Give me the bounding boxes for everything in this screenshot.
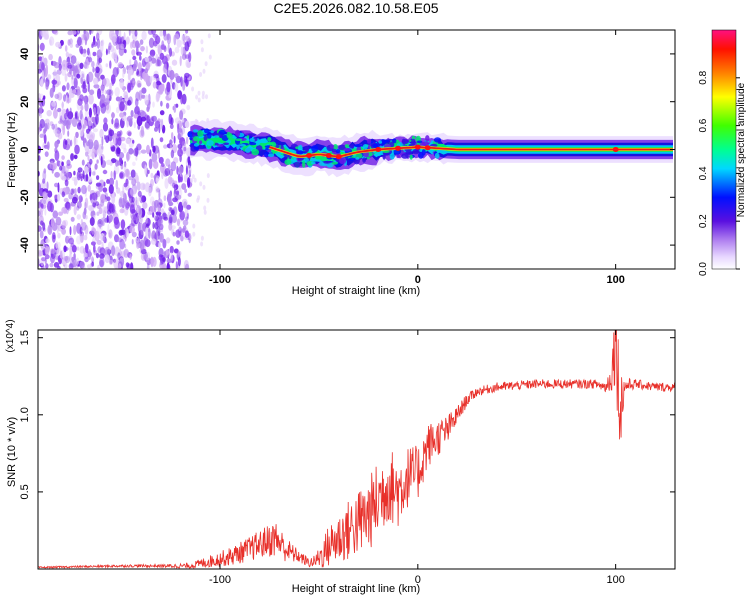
snr-y-axis-label: SNR (10 * v/v) [6,417,18,487]
snr-panel: -100 0 100 1.5 1.0 0.5 (x10^4) Height of str… [5,319,676,595]
colorbar-tick-label: 0.8 [698,70,709,84]
spectrogram-x-tick-label: -100 [209,274,231,286]
spectrogram-signal-band [187,119,674,178]
spectrogram-x-tick-label: 100 [606,274,624,286]
figure-title: C2E5.2026.082.10.58.E05 [273,0,438,16]
snr-frame [37,329,676,570]
snr-y-multiplier: (x10^4) [5,319,16,352]
snr-y-tick-label: 1.5 [19,330,31,345]
colorbar-gradient [711,29,737,270]
colorbar-tick-label: 0.4 [698,166,709,180]
spectrogram-x-tick-label: 0 [415,274,421,286]
snr-y-tick-label: 1.0 [19,407,31,422]
spectrogram-panel: -100 0 100 40 20 0 -20 -40 Height of straight … [6,29,676,297]
snr-x-axis-label: Height of straight line (km) [292,583,420,595]
snr-x-tick-label: 0 [415,574,421,586]
snr-x-tick-label: 100 [606,574,624,586]
spectrogram-y-tick-label: 0 [19,146,31,152]
colorbar-tick-label: 0.2 [698,214,709,228]
spectrogram-y-tick-label: 20 [19,96,31,108]
colorbar-tick-label: 0.6 [698,118,709,132]
colorbar: 0.0 0.2 0.4 0.6 0.8 Normalized spectral ampl… [698,29,747,276]
spectrogram-y-tick-label: 40 [19,48,31,60]
spectrogram-y-tick-label: -40 [19,237,31,253]
spectrogram-y-axis-label: Frequency (Hz) [6,112,18,188]
snr-x-tick-label: -100 [209,574,231,586]
snr-y-tick-label: 0.5 [19,484,31,499]
spectrogram-noise-region [38,30,212,269]
colorbar-tick-label: 0.0 [698,262,709,276]
colorbar-label: Normalized spectral amplitude [736,82,747,217]
spectrogram-x-axis-label: Height of straight line (km) [292,285,420,297]
spectrogram-y-tick-label: -20 [19,189,31,205]
snr-series-line [38,330,675,569]
